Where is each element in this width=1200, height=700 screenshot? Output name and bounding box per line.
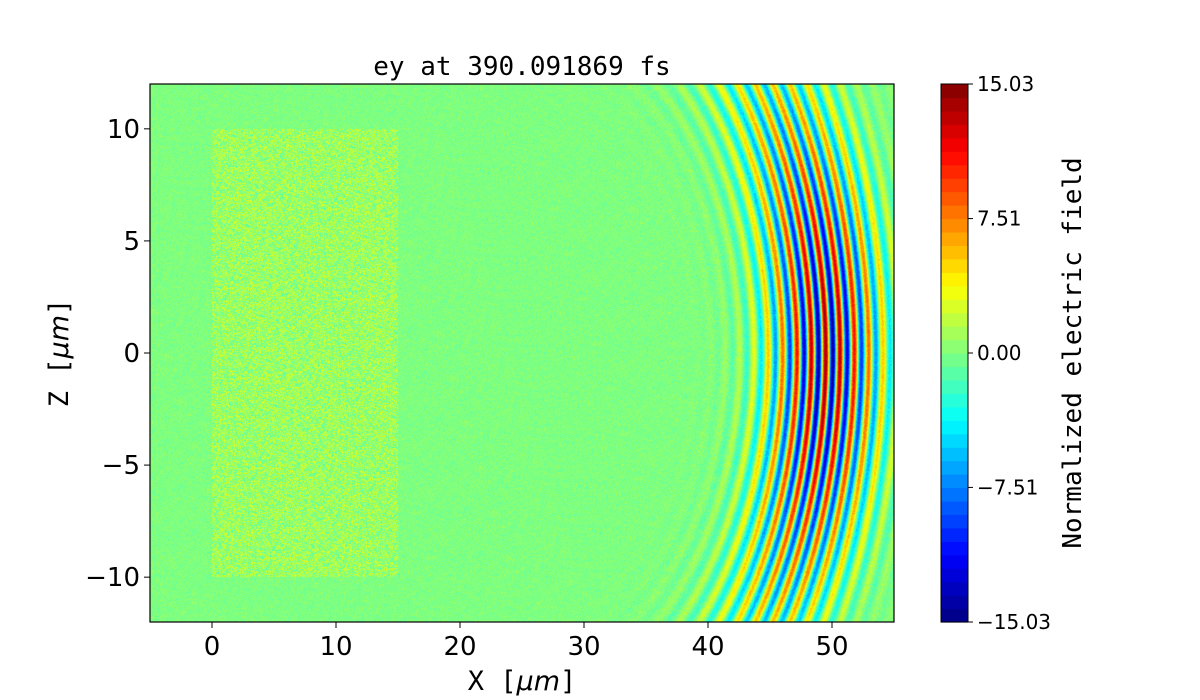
y-tick-label: −10 bbox=[85, 563, 140, 593]
colorbar-level bbox=[941, 527, 968, 542]
plot-area bbox=[149, 83, 895, 623]
colorbar-level bbox=[941, 608, 968, 623]
colorbar-level bbox=[941, 299, 968, 314]
colorbar-label: Normalized electric field bbox=[1058, 157, 1088, 548]
colorbar-level bbox=[941, 460, 968, 475]
x-tick-label: 10 bbox=[319, 632, 352, 662]
colorbar-level bbox=[941, 84, 968, 99]
colorbar-level bbox=[941, 258, 968, 273]
colorbar-level bbox=[941, 272, 968, 287]
colorbar-level bbox=[941, 433, 968, 448]
colorbar-level bbox=[941, 218, 968, 233]
colorbar-tick-label: 15.03 bbox=[977, 72, 1034, 96]
colorbar-level bbox=[941, 554, 968, 569]
colorbar-level bbox=[941, 164, 968, 179]
colorbar-tick-label: −15.03 bbox=[977, 610, 1051, 634]
y-tick-label: 0 bbox=[123, 339, 140, 369]
chart-title: ey at 390.091869 fs bbox=[373, 52, 670, 82]
x-tick-label: 40 bbox=[691, 632, 724, 662]
x-axis-label: X [μm] bbox=[468, 666, 577, 697]
colorbar-level bbox=[941, 137, 968, 152]
colorbar-level bbox=[941, 110, 968, 125]
y-tick-label: 10 bbox=[107, 115, 140, 145]
colorbar-level bbox=[941, 366, 968, 381]
colorbar-level bbox=[941, 406, 968, 421]
colorbar-level bbox=[941, 379, 968, 394]
y-tick-label: 5 bbox=[123, 227, 140, 257]
colorbar-level bbox=[941, 420, 968, 435]
colorbar-level bbox=[941, 245, 968, 260]
colorbar-level bbox=[941, 487, 968, 502]
colorbar-level bbox=[941, 231, 968, 246]
colorbar-level bbox=[941, 353, 968, 368]
colorbar-level bbox=[941, 514, 968, 529]
x-axis: 0 10 20 30 40 50 bbox=[204, 622, 849, 662]
colorbar-tick-label: 7.51 bbox=[977, 207, 1022, 231]
x-tick-label: 20 bbox=[443, 632, 476, 662]
colorbar-level bbox=[941, 312, 968, 327]
colorbar-level bbox=[941, 541, 968, 556]
colorbar-level bbox=[941, 339, 968, 354]
colorbar-level bbox=[941, 326, 968, 341]
colorbar-level bbox=[941, 191, 968, 206]
colorbar-level bbox=[941, 447, 968, 462]
colorbar-level bbox=[941, 474, 968, 489]
x-tick-label: 0 bbox=[204, 632, 221, 662]
x-tick-label: 50 bbox=[815, 632, 848, 662]
colorbar-level bbox=[941, 205, 968, 220]
colorbar-level bbox=[941, 97, 968, 112]
y-axis: −10 −5 0 5 10 bbox=[85, 115, 150, 593]
y-tick-label: −5 bbox=[102, 451, 140, 481]
x-tick-label: 30 bbox=[567, 632, 600, 662]
colorbar-level bbox=[941, 500, 968, 515]
colorbar-level bbox=[941, 124, 968, 139]
heatmap-image bbox=[150, 84, 894, 622]
colorbar-level bbox=[941, 581, 968, 596]
colorbar: −15.03 −7.51 0.00 7.51 15.03 Normalized elec… bbox=[940, 72, 1088, 634]
colorbar-level bbox=[941, 393, 968, 408]
y-axis-label: Z [μm] bbox=[44, 299, 75, 408]
colorbar-tick-label: −7.51 bbox=[977, 475, 1038, 499]
colorbar-level bbox=[941, 178, 968, 193]
colorbar-level bbox=[941, 568, 968, 583]
colorbar-level bbox=[941, 595, 968, 610]
colorbar-tick-label: 0.00 bbox=[977, 341, 1022, 365]
colorbar-level bbox=[941, 285, 968, 300]
colorbar-level bbox=[941, 151, 968, 166]
